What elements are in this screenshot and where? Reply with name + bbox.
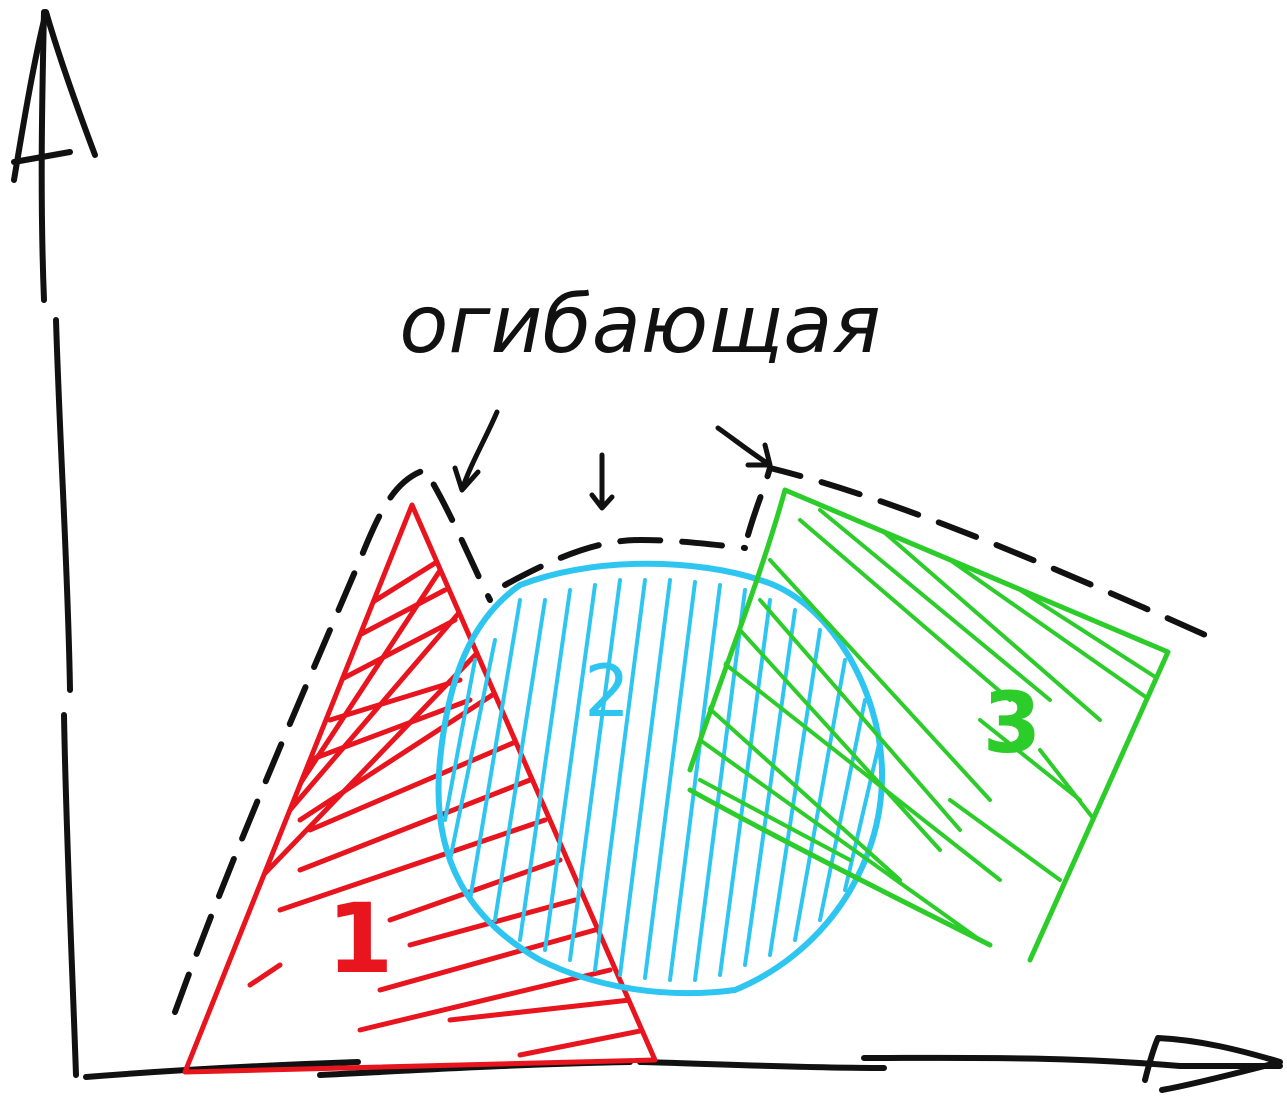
annotation-label: огибающая: [399, 278, 880, 371]
circle-label: 2: [584, 649, 630, 733]
arrow-right: [715, 425, 773, 468]
triangle-shape: [182, 502, 658, 1075]
arrow-middle: [589, 452, 615, 511]
y-axis-arrowhead: [11, 9, 98, 183]
annotation-arrows: [452, 409, 773, 511]
axes: [11, 9, 1283, 1093]
polygon-label: 3: [983, 674, 1041, 772]
arrow-left: [452, 409, 500, 493]
circle-shape: [435, 560, 886, 997]
circle-hatching: [443, 578, 882, 982]
x-axis: [83, 1054, 1283, 1080]
x-axis-arrowhead: [1142, 1035, 1283, 1093]
polygon-hatching: [698, 508, 1162, 942]
y-axis: [38, 9, 79, 1078]
polygon-shape: [687, 487, 1171, 963]
triangle-label: 1: [327, 883, 394, 995]
envelope-curve: [172, 464, 1215, 1015]
